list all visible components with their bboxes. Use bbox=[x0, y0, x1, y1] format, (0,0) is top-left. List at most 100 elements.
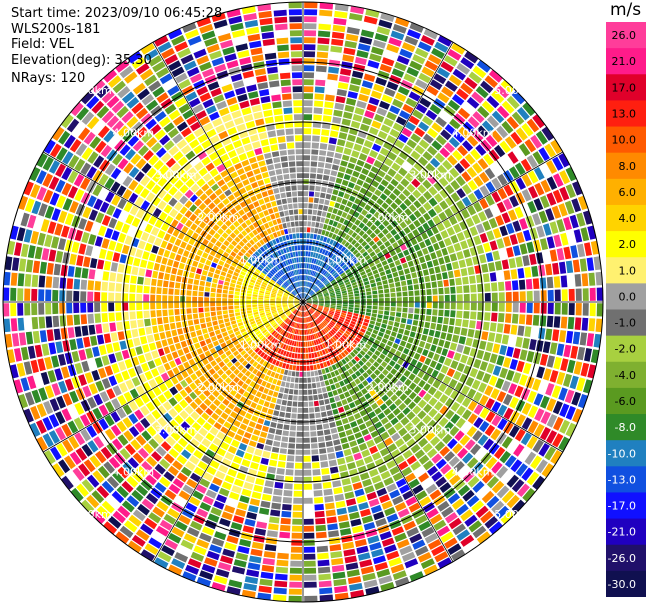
radar-gate bbox=[473, 417, 484, 429]
radar-gate bbox=[259, 325, 265, 330]
radar-gate bbox=[246, 446, 255, 454]
radar-gate bbox=[250, 195, 257, 202]
radar-gate bbox=[194, 273, 201, 280]
radar-gate bbox=[328, 366, 334, 372]
radar-gate bbox=[208, 443, 219, 453]
radar-gate bbox=[393, 233, 401, 241]
radar-gate bbox=[87, 116, 100, 130]
radar-gate bbox=[210, 302, 216, 307]
radar-gate bbox=[87, 313, 95, 324]
radar-gate bbox=[319, 362, 324, 369]
radar-gate bbox=[237, 233, 244, 240]
radar-gate bbox=[295, 149, 303, 155]
radar-gate bbox=[353, 184, 361, 192]
radar-gate bbox=[243, 482, 254, 490]
radar-gate bbox=[220, 381, 228, 389]
radar-gate bbox=[315, 517, 326, 525]
radar-gate bbox=[319, 275, 324, 281]
radar-gate bbox=[350, 120, 361, 129]
radar-gate bbox=[152, 325, 159, 334]
radar-gate bbox=[112, 80, 126, 94]
radar-gate bbox=[300, 245, 303, 251]
radar-gate bbox=[73, 302, 80, 314]
radar-gate bbox=[125, 443, 136, 456]
radar-gate bbox=[347, 229, 354, 236]
radar-gate bbox=[253, 311, 259, 315]
radar-gate bbox=[453, 479, 466, 491]
radar-gate bbox=[259, 239, 265, 246]
radar-gate bbox=[231, 156, 240, 165]
radar-gate bbox=[186, 308, 192, 314]
radar-gate bbox=[269, 80, 280, 88]
radar-gate bbox=[114, 139, 126, 152]
radar-gate bbox=[531, 327, 539, 339]
radar-gate bbox=[38, 275, 46, 288]
radar-gate bbox=[325, 157, 333, 163]
radar-gate bbox=[198, 296, 204, 302]
radar-gate bbox=[484, 516, 498, 529]
radar-gate bbox=[315, 253, 319, 259]
radar-gate bbox=[284, 292, 289, 296]
radar-gate bbox=[356, 179, 364, 186]
radar-gate bbox=[379, 63, 392, 73]
radar-gate bbox=[465, 376, 475, 387]
radar-gate bbox=[330, 305, 336, 307]
radar-gate bbox=[362, 182, 370, 190]
radar-gate bbox=[299, 311, 301, 317]
radar-gate bbox=[245, 378, 252, 385]
radar-gate bbox=[43, 189, 54, 204]
radar-gate bbox=[61, 423, 73, 437]
radar-gate bbox=[228, 343, 235, 349]
radar-gate bbox=[296, 329, 299, 335]
radar-gate bbox=[299, 377, 303, 383]
radar-gate bbox=[312, 302, 318, 304]
radar-gate bbox=[221, 373, 228, 380]
radar-gate bbox=[55, 179, 66, 193]
radar-gate bbox=[134, 365, 143, 375]
radar-gate bbox=[179, 389, 188, 398]
radar-gate bbox=[226, 535, 239, 544]
radar-gate bbox=[488, 149, 500, 162]
radar-gate bbox=[98, 225, 107, 237]
radar-gate bbox=[86, 425, 97, 438]
radar-gate bbox=[250, 320, 256, 325]
radar-gate bbox=[311, 155, 318, 161]
radar-gate bbox=[205, 407, 214, 416]
radar-gate bbox=[187, 558, 202, 569]
radar-gate bbox=[435, 134, 447, 146]
radar-gate bbox=[61, 408, 72, 422]
radar-gate bbox=[333, 17, 347, 26]
radar-gate bbox=[66, 302, 73, 314]
radar-gate bbox=[129, 293, 136, 302]
radar-gate bbox=[289, 364, 293, 370]
radar-gate bbox=[311, 455, 320, 462]
radar-gate bbox=[23, 229, 33, 243]
radar-gate bbox=[313, 203, 319, 210]
radar-gate bbox=[353, 310, 360, 314]
radar-gate bbox=[314, 406, 320, 413]
radar-gate bbox=[245, 363, 252, 370]
radar-gate bbox=[318, 331, 323, 337]
radar-gate bbox=[366, 350, 373, 357]
radar-gate bbox=[124, 358, 133, 369]
radar-gate bbox=[495, 85, 510, 99]
radar-gate bbox=[316, 363, 321, 370]
radar-gate bbox=[267, 408, 274, 415]
radar-gate bbox=[413, 200, 422, 209]
radar-gate bbox=[439, 482, 452, 493]
radar-gate bbox=[371, 180, 380, 188]
radar-gate bbox=[288, 155, 295, 161]
radar-gate bbox=[365, 236, 372, 243]
radar-gate bbox=[427, 208, 437, 218]
radar-gate bbox=[201, 139, 212, 149]
radar-gate bbox=[341, 399, 348, 406]
radar-gate bbox=[254, 68, 266, 76]
radar-gate bbox=[239, 495, 250, 504]
radar-gate bbox=[321, 249, 326, 255]
radar-gate bbox=[265, 323, 271, 329]
radar-gate bbox=[362, 322, 369, 327]
radar-gate bbox=[106, 204, 116, 216]
radar-gate bbox=[288, 443, 295, 449]
radar-gate bbox=[157, 279, 163, 287]
radar-gate bbox=[358, 230, 365, 237]
